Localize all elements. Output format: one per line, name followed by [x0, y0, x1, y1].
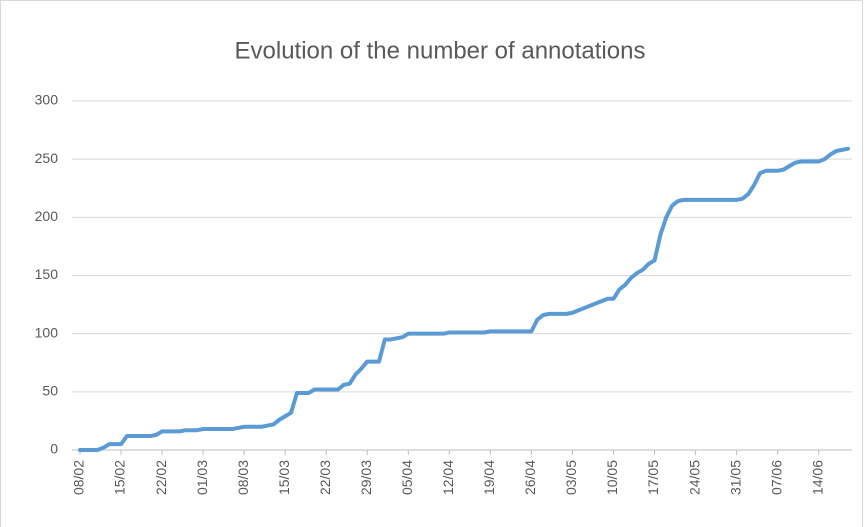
y-tick-label: 0 — [50, 441, 58, 457]
y-tick-label: 150 — [35, 266, 59, 282]
x-tick-label: 31/05 — [727, 460, 743, 495]
x-tick-label: 15/03 — [276, 460, 292, 495]
chart-title: Evolution of the number of annotations — [235, 37, 646, 64]
y-tick-label: 50 — [42, 383, 58, 399]
x-tick-label: 08/02 — [71, 460, 87, 495]
x-tick-label: 08/03 — [235, 460, 251, 495]
x-tick-label: 15/02 — [112, 460, 128, 495]
x-tick-label: 01/03 — [194, 460, 210, 495]
x-tick-label: 24/05 — [686, 460, 702, 495]
data-line — [78, 146, 850, 452]
y-tick-label: 300 — [35, 92, 59, 108]
x-tick-label: 29/03 — [358, 460, 374, 495]
y-tick-label: 200 — [35, 208, 59, 224]
x-tick-label: 12/04 — [440, 460, 456, 495]
x-tick-label: 22/03 — [317, 460, 333, 495]
x-tick-label: 22/02 — [153, 460, 169, 495]
x-tick-label: 03/05 — [563, 460, 579, 495]
x-tick-label: 26/04 — [522, 460, 538, 495]
x-tick-label: 07/06 — [768, 460, 784, 495]
y-tick-label: 250 — [35, 150, 59, 166]
x-tick-label: 17/05 — [645, 460, 661, 495]
x-tick-label: 05/04 — [399, 460, 415, 495]
x-tick-label: 14/06 — [809, 460, 825, 495]
x-tick-label: 19/04 — [481, 460, 497, 495]
y-tick-label: 100 — [35, 324, 59, 340]
x-tick-label: 10/05 — [604, 460, 620, 495]
